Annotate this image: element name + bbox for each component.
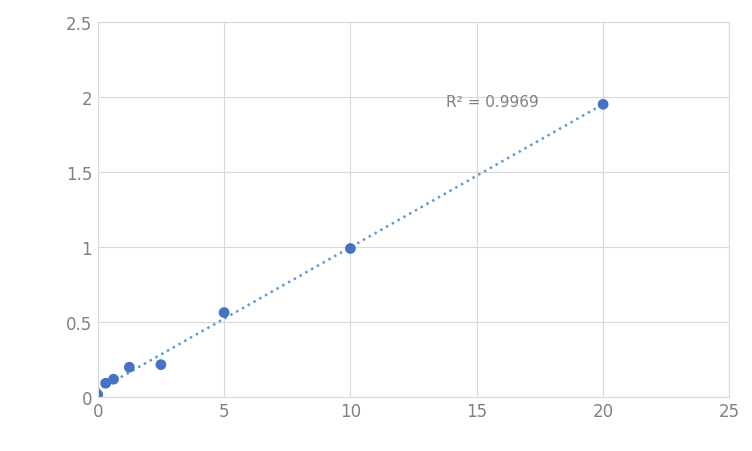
Point bbox=[92, 391, 104, 398]
Point bbox=[218, 309, 230, 317]
Point bbox=[597, 101, 609, 109]
Point bbox=[100, 380, 112, 387]
Point bbox=[155, 361, 167, 368]
Point bbox=[108, 376, 120, 383]
Point bbox=[123, 364, 135, 371]
Text: R² = 0.9969: R² = 0.9969 bbox=[447, 94, 539, 110]
Point bbox=[344, 245, 356, 253]
